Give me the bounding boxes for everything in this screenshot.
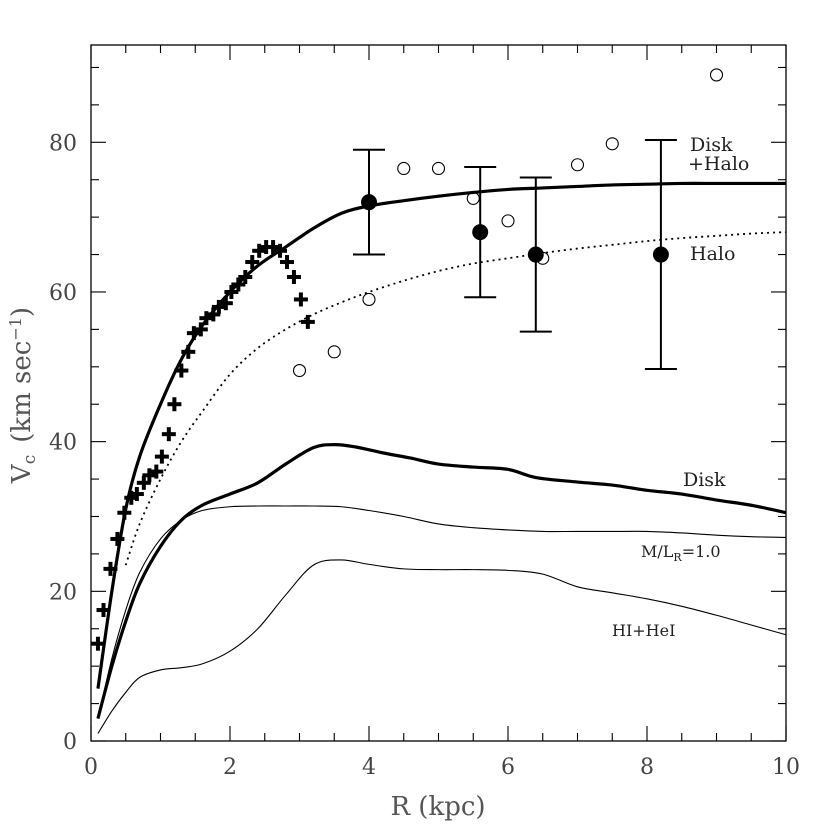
plus-point [154, 449, 169, 464]
plus-point [279, 255, 294, 270]
plus-point [300, 314, 315, 329]
filled-circle-point [472, 224, 489, 241]
plus-point [245, 255, 260, 270]
curve-m-l-r-1-0 [97, 505, 787, 719]
curve-disk [96, 443, 787, 719]
x-tick-label: 4 [362, 755, 376, 780]
plus-point [103, 561, 118, 576]
y-axis-label-main: V [7, 463, 37, 484]
open-circle-point [431, 161, 446, 176]
plot-frame [90, 44, 787, 742]
filled-circle-point [361, 194, 377, 211]
open-circle-point [397, 161, 411, 176]
y-axis-label-close: ) [7, 307, 37, 317]
annotation-ml-main: M/L [641, 542, 674, 561]
y-axis-label-exp: −1 [6, 317, 25, 341]
axis-tick-labels: 0 2 4 6 8 10 0 20 40 60 80 [49, 131, 800, 780]
plus-point [117, 505, 132, 520]
axis-ticks [90, 45, 787, 742]
y-axis-label-sub: c [20, 455, 40, 465]
errorbar-point [519, 176, 552, 333]
errorbar-point [644, 139, 677, 371]
y-axis-label: Vc (km sec−1) [6, 307, 40, 484]
x-tick-label: 8 [640, 755, 654, 780]
x-tick-label: 6 [501, 755, 515, 780]
x-tick-label: 2 [223, 755, 237, 780]
plus-point [293, 292, 308, 307]
y-tick-label: 0 [63, 730, 77, 755]
plus-point [167, 397, 182, 412]
open-circle-point [605, 137, 619, 151]
annotation-ml: M/LR=1.0 [641, 542, 721, 564]
y-tick-label: 40 [49, 431, 77, 456]
plus-point [110, 531, 125, 546]
curve-disk-halo [96, 181, 786, 689]
plus-point [231, 277, 246, 292]
open-circle-point [570, 158, 585, 172]
annotation-halo: Halo [690, 243, 735, 265]
open-circle-point [466, 191, 480, 205]
model-curves [96, 181, 787, 734]
plus-point [136, 475, 151, 490]
data-points [90, 68, 724, 651]
curve-hi-hei [97, 559, 787, 734]
errorbar-point [353, 148, 385, 256]
curve-halo [124, 231, 787, 566]
plus-point [129, 487, 144, 502]
open-circle-point [327, 345, 341, 359]
plus-point [174, 363, 189, 378]
plus-point [181, 344, 196, 359]
plus-point [273, 243, 288, 258]
y-tick-label: 80 [49, 131, 77, 156]
y-axis-label-unit: (km sec [7, 341, 37, 443]
x-tick-label: 10 [772, 755, 800, 780]
y-tick-label: 20 [49, 580, 77, 605]
open-circle-point [292, 363, 307, 378]
y-tick-label: 60 [49, 281, 77, 306]
annotation-disk: Disk [683, 469, 726, 491]
plus-point [96, 603, 111, 618]
plus-point [193, 322, 208, 337]
plus-point [218, 296, 233, 311]
plus-point [161, 427, 176, 442]
x-tick-label: 0 [84, 755, 98, 780]
open-circle-point [501, 214, 515, 228]
annotation-ml-value: =1.0 [682, 542, 721, 561]
errorbar-point [464, 165, 497, 299]
plus-point [90, 636, 105, 651]
annotation-disk-halo-line2: +Halo [688, 153, 749, 175]
open-circle-point [709, 68, 724, 82]
annotation-hi-hei: HI+HeI [612, 621, 675, 640]
plus-point [238, 270, 253, 284]
plus-point [206, 307, 221, 322]
plus-point [149, 464, 164, 479]
annotation-ml-sub: R [673, 551, 682, 564]
plus-point [224, 284, 239, 299]
x-axis-label: R (kpc) [390, 792, 485, 822]
annotation-disk-halo-line1: Disk [690, 134, 733, 156]
filled-circle-point [527, 246, 544, 263]
open-circle-point [362, 292, 376, 307]
filled-circle-point [652, 246, 669, 263]
plus-point [286, 270, 301, 284]
